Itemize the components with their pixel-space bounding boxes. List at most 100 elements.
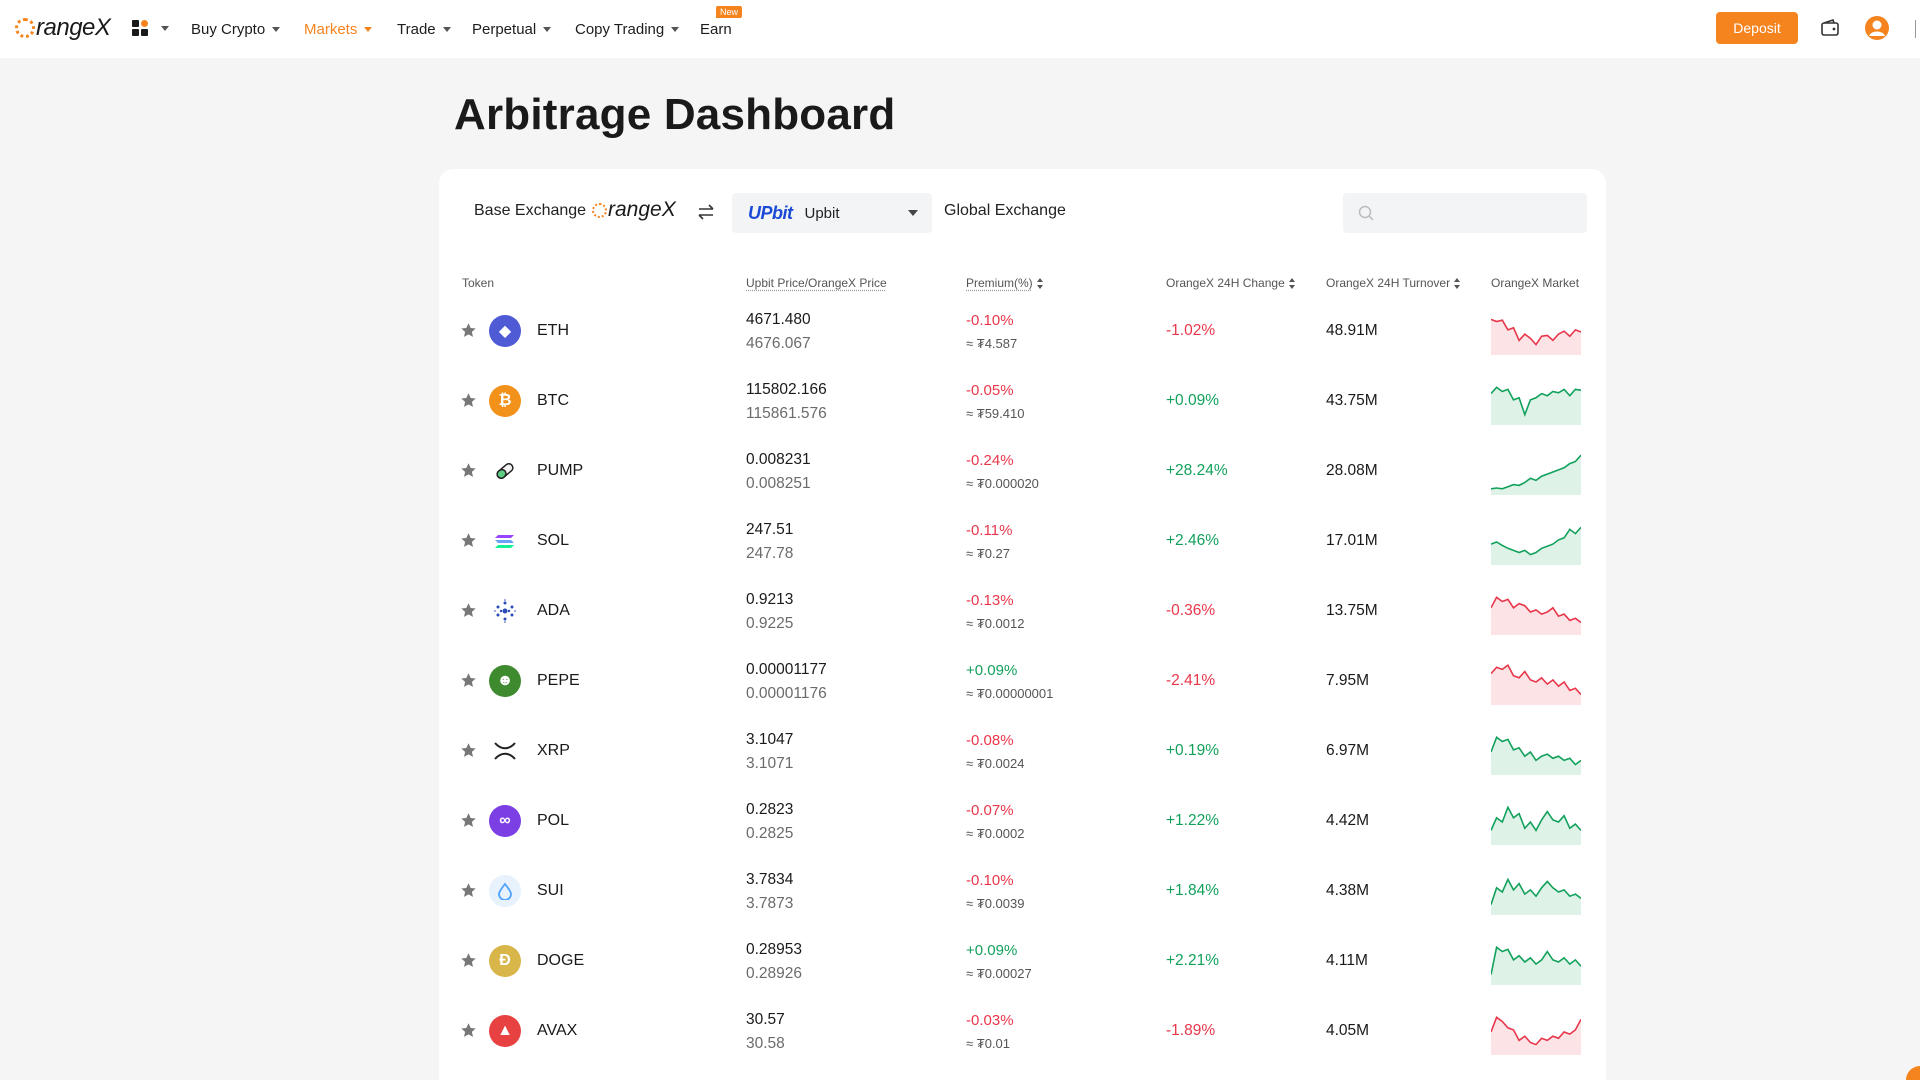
user-avatar-icon[interactable]: [1864, 15, 1890, 41]
favorite-star-icon[interactable]: [460, 952, 477, 969]
market-sparkline: [1491, 869, 1581, 915]
orangex-price: 0.008251: [746, 475, 811, 493]
table-header: Token Upbit Price/OrangeX Price Premium(…: [439, 259, 1606, 299]
token-symbol[interactable]: PUMP: [537, 462, 583, 480]
favorite-star-icon[interactable]: [460, 602, 477, 619]
token-symbol[interactable]: POL: [537, 812, 569, 830]
arbitrage-card: Base Exchange rangeX UPbit Upbit Global …: [439, 169, 1606, 1080]
table-row[interactable]: ▲ AVAX 30.57 30.58 -0.03% ≈ ₮0.01 -1.89% 4.05M: [439, 999, 1606, 1069]
pol-icon: ∞: [489, 805, 521, 837]
premium-percent: -0.05%: [966, 382, 1014, 399]
header-divider: [1915, 20, 1916, 38]
logo-text: rangeX: [36, 14, 110, 42]
token-symbol[interactable]: XRP: [537, 742, 570, 760]
nav-perpetual[interactable]: Perpetual: [472, 0, 551, 58]
upbit-price: 0.008231: [746, 451, 811, 469]
table-row[interactable]: ☻ PEPE 0.00001177 0.00001176 +0.09% ≈ ₮0.0000…: [439, 649, 1606, 719]
nav-copy-trading[interactable]: Copy Trading: [575, 0, 679, 58]
nav-earn[interactable]: Earn New: [700, 0, 732, 58]
premium-diff: ≈ ₮0.0002: [966, 826, 1024, 841]
table-row[interactable]: ∞ POL 0.2823 0.2825 -0.07% ≈ ₮0.0002 +1.22% 4.4…: [439, 789, 1606, 859]
eth-icon: ◆: [489, 315, 521, 347]
table-row[interactable]: XRP 3.1047 3.1071 -0.08% ≈ ₮0.0024 +0.19% 6.97…: [439, 719, 1606, 789]
favorite-star-icon[interactable]: [460, 532, 477, 549]
premium-diff: ≈ ₮0.0024: [966, 756, 1024, 771]
nav-trade[interactable]: Trade: [397, 0, 451, 58]
turnover-24h: 4.11M: [1326, 952, 1368, 970]
nav-buy-crypto[interactable]: Buy Crypto: [191, 0, 280, 58]
favorite-star-icon[interactable]: [460, 672, 477, 689]
table-row[interactable]: Ð DOGE 0.28953 0.28926 +0.09% ≈ ₮0.00027 +2.21…: [439, 929, 1606, 999]
orangex-price: 30.58: [746, 1035, 785, 1053]
nav-markets[interactable]: Markets: [304, 0, 372, 58]
token-symbol[interactable]: BTC: [537, 392, 569, 410]
apps-grid-icon: [132, 20, 148, 36]
token-symbol[interactable]: SUI: [537, 882, 564, 900]
sparkline-area: [1491, 807, 1581, 845]
favorite-star-icon[interactable]: [460, 322, 477, 339]
swap-icon[interactable]: [696, 202, 716, 222]
global-exchange-select[interactable]: UPbit Upbit: [732, 193, 932, 233]
table-row[interactable]: SUI 3.7834 3.7873 -0.10% ≈ ₮0.0039 +1.84% 4.38…: [439, 859, 1606, 929]
table-row[interactable]: SOL 247.51 247.78 -0.11% ≈ ₮0.27 +2.46% 17.01M: [439, 509, 1606, 579]
premium-diff: ≈ ₮59.410: [966, 406, 1024, 421]
sparkline-area: [1491, 665, 1581, 705]
favorite-star-icon[interactable]: [460, 392, 477, 409]
deposit-button[interactable]: Deposit: [1716, 12, 1798, 44]
token-symbol[interactable]: ETH: [537, 322, 569, 340]
top-navbar: rangeX Buy Crypto Markets Trade Perpetua…: [0, 0, 1920, 58]
upbit-price: 0.9213: [746, 591, 793, 609]
premium-percent: +0.09%: [966, 942, 1017, 959]
col-change[interactable]: OrangeX 24H Change: [1166, 276, 1296, 290]
token-symbol[interactable]: AVAX: [537, 1022, 577, 1040]
turnover-24h: 13.75M: [1326, 602, 1378, 620]
change-24h: -1.89%: [1166, 1022, 1215, 1040]
premium-percent: -0.10%: [966, 312, 1014, 329]
token-symbol[interactable]: DOGE: [537, 952, 584, 970]
premium-diff: ≈ ₮0.27: [966, 546, 1010, 561]
col-turnover[interactable]: OrangeX 24H Turnover: [1326, 276, 1461, 290]
table-body: ◆ ETH 4671.480 4676.067 -0.10% ≈ ₮4.587 -1.02%…: [439, 299, 1606, 1069]
wallet-icon[interactable]: [1817, 15, 1843, 41]
token-symbol[interactable]: PEPE: [537, 672, 580, 690]
orangex-price: 3.1071: [746, 755, 793, 773]
search-input[interactable]: [1343, 193, 1587, 233]
turnover-24h: 4.05M: [1326, 1022, 1369, 1040]
table-row[interactable]: PUMP 0.008231 0.008251 -0.24% ≈ ₮0.000020 +28…: [439, 439, 1606, 509]
change-24h: +2.21%: [1166, 952, 1219, 970]
turnover-24h: 43.75M: [1326, 392, 1378, 410]
table-row[interactable]: ₿ BTC 115802.166 115861.576 -0.05% ≈ ₮59.410 +…: [439, 369, 1606, 439]
orangex-price: 115861.576: [746, 405, 827, 423]
table-row[interactable]: ADA 0.9213 0.9225 -0.13% ≈ ₮0.0012 -0.36% 13.7…: [439, 579, 1606, 649]
chevron-down-icon: [364, 27, 372, 32]
apps-menu[interactable]: [132, 18, 170, 38]
table-row[interactable]: ◆ ETH 4671.480 4676.067 -0.10% ≈ ₮4.587 -1.02%…: [439, 299, 1606, 369]
premium-diff: ≈ ₮0.0039: [966, 896, 1024, 911]
sui-icon: [489, 875, 521, 907]
sparkline-area: [1491, 597, 1581, 635]
token-symbol[interactable]: SOL: [537, 532, 569, 550]
token-symbol[interactable]: ADA: [537, 602, 570, 620]
upbit-price: 115802.166: [746, 381, 827, 399]
market-sparkline: [1491, 309, 1581, 355]
premium-diff: ≈ ₮0.0012: [966, 616, 1024, 631]
premium-percent: -0.13%: [966, 592, 1014, 609]
orangex-price: 0.2825: [746, 825, 793, 843]
sparkline-area: [1491, 947, 1581, 985]
favorite-star-icon[interactable]: [460, 462, 477, 479]
sort-icon: [1289, 278, 1296, 289]
help-widget[interactable]: [1906, 1066, 1920, 1080]
favorite-star-icon[interactable]: [460, 1022, 477, 1039]
orangex-logo[interactable]: rangeX: [15, 13, 110, 43]
favorite-star-icon[interactable]: [460, 882, 477, 899]
pump-icon: [489, 455, 521, 487]
turnover-24h: 17.01M: [1326, 532, 1378, 550]
col-premium[interactable]: Premium(%): [966, 276, 1044, 290]
premium-percent: -0.08%: [966, 732, 1014, 749]
base-exchange-logo: rangeX: [592, 198, 676, 222]
orangex-price: 4676.067: [746, 335, 811, 353]
change-24h: +1.84%: [1166, 882, 1219, 900]
favorite-star-icon[interactable]: [460, 742, 477, 759]
favorite-star-icon[interactable]: [460, 812, 477, 829]
market-sparkline: [1491, 379, 1581, 425]
